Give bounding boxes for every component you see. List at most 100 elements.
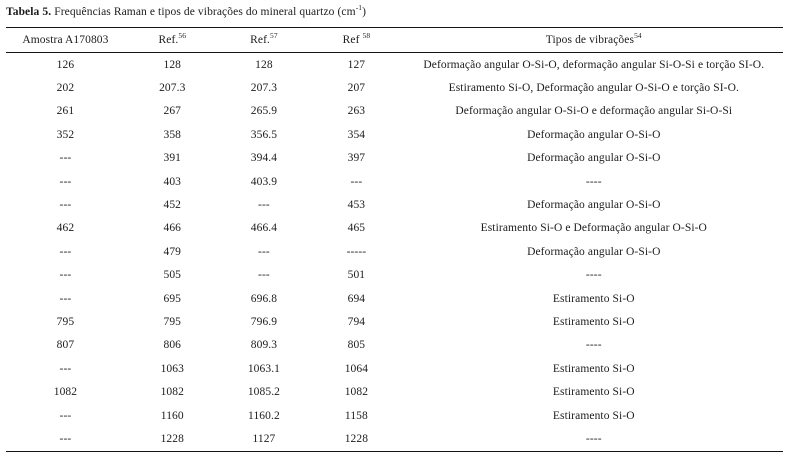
- table-cell: 207.3: [250, 82, 278, 95]
- table-cell: 809.3: [250, 339, 278, 352]
- table-cell: ---: [59, 199, 72, 212]
- table-row: 261 267 265.9 263 Deformação angular O-Si-O …: [6, 100, 783, 123]
- table-cell: 127: [347, 58, 366, 71]
- table-cell: 356.5: [250, 128, 278, 141]
- table-cell: 352: [56, 128, 75, 141]
- table-cell: 462: [56, 222, 75, 235]
- table-cell: 207: [347, 82, 366, 95]
- table-row: --- 505 --- 501 ----: [6, 264, 783, 287]
- table-cell: 696.8: [250, 292, 278, 305]
- table-row: --- 1063 1063.1 1064 Estiramento Si-O: [6, 357, 783, 380]
- table-cell: 358: [163, 128, 182, 141]
- table-cell: 466: [163, 222, 182, 235]
- table-cell: ----: [585, 339, 602, 352]
- table-cell: Estiramento Si-O: [552, 315, 635, 328]
- table-caption-label: Tabela 5.: [6, 6, 52, 18]
- table-cell: 1127: [252, 432, 276, 445]
- table-cell: ---: [59, 362, 72, 375]
- table-row: 795 795 796.9 794 Estiramento Si-O: [6, 310, 783, 333]
- table-caption: Tabela 5. Frequências Raman e tipos de v…: [6, 3, 783, 19]
- table-cell: 1160.2: [248, 409, 280, 422]
- raman-frequencies-table: Amostra A170803 Ref.56 Ref.57 Ref 58 Tip…: [6, 27, 783, 452]
- table-cell: 1063: [160, 362, 184, 375]
- table-cell: 265.9: [250, 105, 278, 118]
- table-caption-suffix: ): [362, 6, 367, 18]
- table-cell: 694: [347, 292, 366, 305]
- table-cell: 806: [163, 339, 182, 352]
- table-cell: Deformação angular O-Si-O: [527, 199, 661, 212]
- table-cell: Deformação angular O-Si-O e deformação a…: [455, 105, 733, 118]
- table-body: 126 128 128 127 Deformação angular O-Si-O, d…: [6, 53, 783, 452]
- table-cell: Deformação angular O-Si-O: [527, 245, 661, 258]
- table-cell: 391: [163, 152, 182, 165]
- table-cell: -----: [346, 245, 367, 258]
- table-cell: ----: [585, 175, 602, 188]
- table-cell: ---: [59, 152, 72, 165]
- table-cell: 1082: [344, 386, 369, 399]
- table-cell: Estiramento Si-O, Deformação angular O-S…: [448, 82, 739, 95]
- table-cell: 1085.2: [247, 386, 281, 399]
- table-cell: 465: [347, 222, 366, 235]
- table-row: 462 466 466.4 465 Estiramento Si-O e Deforma…: [6, 217, 783, 240]
- table-cell: 128: [163, 58, 182, 71]
- table-cell: ----: [585, 432, 602, 445]
- column-header-amostra: Amostra A170803: [6, 27, 125, 53]
- table-cell: ---: [59, 432, 72, 445]
- table-cell: Estiramento Si-O: [552, 386, 635, 399]
- table-caption-superscript: -1: [355, 3, 363, 13]
- table-cell: 794: [347, 315, 366, 328]
- table-cell: 394.4: [250, 152, 278, 165]
- table-cell: 452: [163, 199, 182, 212]
- column-header-ref58: Ref 58: [308, 27, 405, 53]
- table-cell: 397: [347, 152, 366, 165]
- table-cell: Estiramento Si-O: [552, 409, 635, 422]
- table-cell: 1063.1: [247, 362, 281, 375]
- table-cell: 128: [255, 58, 273, 71]
- table-row: --- 391 394.4 397 Deformação angular O-Si-O: [6, 147, 783, 170]
- table-cell: 505: [163, 269, 182, 282]
- table-cell: 1158: [344, 409, 368, 422]
- table-row: --- 695 696.8 694 Estiramento Si-O: [6, 287, 783, 310]
- table-cell: ---: [59, 245, 72, 258]
- table-cell: 267: [163, 105, 182, 118]
- table-caption-text: Frequências Raman e tipos de vibrações d…: [51, 6, 356, 18]
- table-row: --- 403 403.9 --- ----: [6, 170, 783, 193]
- table-row: --- 1160 1160.2 1158 Estiramento Si-O: [6, 404, 783, 427]
- table-cell: 795: [56, 315, 75, 328]
- table-cell: 1082: [53, 386, 78, 399]
- table-cell: Estiramento Si-O e Deformação angular O-…: [480, 222, 707, 235]
- table-cell: 1082: [160, 386, 184, 399]
- table-cell: 403.9: [250, 175, 278, 188]
- table-cell: Deformação angular O-Si-O, deformação an…: [423, 58, 765, 71]
- header-superscript: 56: [178, 31, 187, 41]
- table-cell: 453: [347, 199, 366, 212]
- column-header-tipos-vibracoes: Tipos de vibrações54: [404, 27, 783, 53]
- table-cell: 1160: [160, 409, 184, 422]
- header-superscript: 54: [634, 31, 642, 41]
- table-cell: 202: [56, 82, 75, 95]
- table-row: 202 207.3 207.3 207 Estiramento Si-O, Deform…: [6, 76, 783, 99]
- column-header-ref57: Ref.57: [219, 27, 309, 53]
- table-cell: ---: [59, 292, 72, 305]
- table-cell: 501: [347, 269, 366, 282]
- table-cell: ---: [59, 409, 72, 422]
- table-cell: 1228: [344, 432, 369, 445]
- table-cell: ---: [59, 269, 72, 282]
- table-cell: Estiramento Si-O: [552, 292, 635, 305]
- table-cell: 466.4: [250, 222, 278, 235]
- table-cell: ---: [59, 175, 72, 188]
- column-header-ref56: Ref.56: [124, 27, 220, 53]
- table-row: 126 128 128 127 Deformação angular O-Si-O, d…: [6, 53, 783, 77]
- table-cell: 261: [56, 105, 75, 118]
- table-cell: 1064: [344, 362, 369, 375]
- table-cell: ----: [585, 269, 602, 282]
- table-cell: 207.3: [159, 82, 186, 95]
- header-superscript: 58: [362, 31, 371, 41]
- table-cell: 796.9: [250, 315, 278, 328]
- table-row: --- 452 --- 453 Deformação angular O-Si-O: [6, 193, 783, 216]
- table-cell: ---: [258, 269, 270, 282]
- table-cell: 795: [163, 315, 182, 328]
- table-cell: ---: [258, 199, 270, 212]
- table-cell: 479: [163, 245, 182, 258]
